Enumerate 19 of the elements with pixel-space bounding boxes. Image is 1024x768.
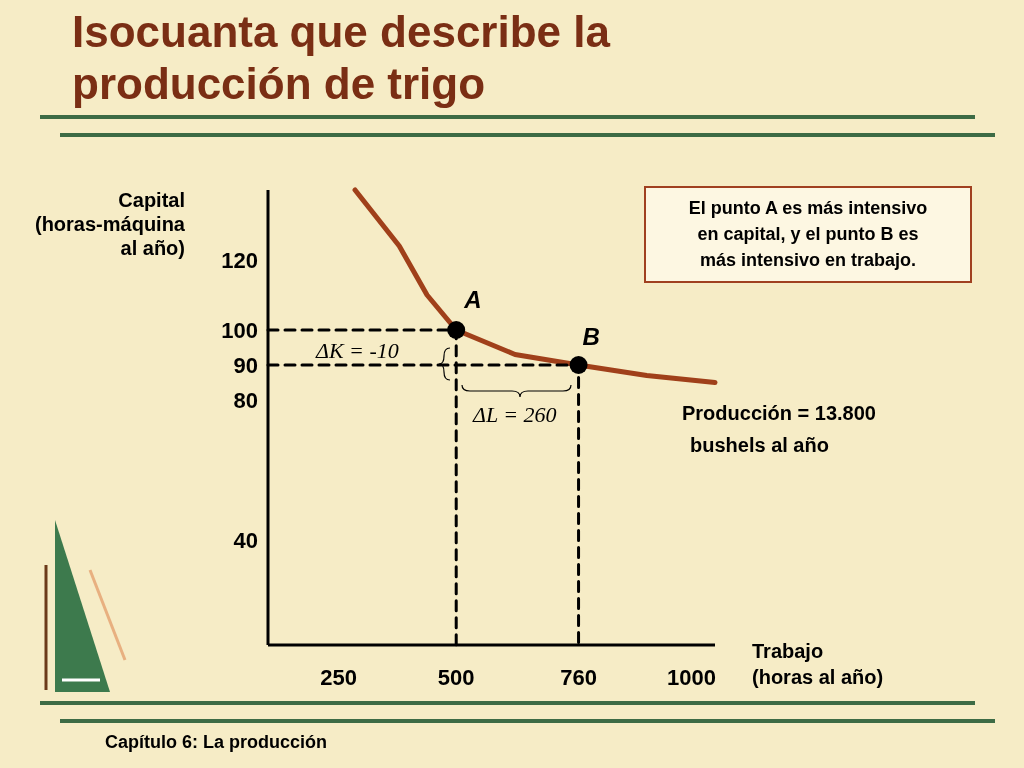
y-tick-label: 40 — [233, 527, 258, 553]
y-tick-label: 90 — [233, 352, 258, 378]
x-tick-label: 250 — [320, 665, 357, 690]
text: Capítulo 6: La producción — [105, 732, 328, 752]
x-tick-label: 1000 — [667, 665, 716, 690]
y-tick-label: 120 — [221, 247, 258, 273]
annotation: Producción = 13.800 bushels al año — [682, 402, 876, 456]
y-tick-label: 80 — [233, 387, 258, 413]
y-tick-label: 100 — [221, 317, 258, 343]
x-axis-title: Trabajo (horas al año) — [752, 640, 884, 688]
annotation: A — [463, 286, 482, 313]
annotation: ΔL = 260 — [472, 402, 557, 427]
y-axis-title: Capital (horas-máquina al año) — [34, 189, 186, 259]
annotation: El punto A es más intensivo en capital, y el punto B es más intensivo en trabajo. — [688, 198, 928, 270]
x-tick-label: 500 — [437, 665, 475, 690]
annotation: B — [582, 323, 600, 350]
chart-title: Isocuanta que describe la producción de trigo — [72, 7, 611, 108]
x-tick-label: 760 — [560, 665, 597, 690]
annotation: ΔK = -10 — [315, 338, 399, 363]
